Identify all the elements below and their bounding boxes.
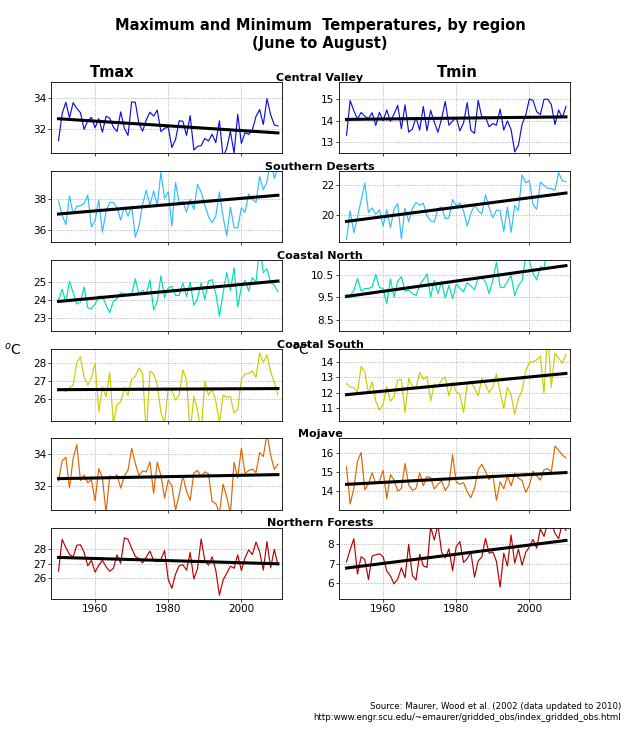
Text: Coastal North: Coastal North bbox=[277, 251, 363, 261]
Text: $^o$C: $^o$C bbox=[4, 342, 22, 358]
Text: Tmin: Tmin bbox=[437, 66, 478, 80]
Text: Southern Deserts: Southern Deserts bbox=[265, 162, 375, 172]
Text: Mojave: Mojave bbox=[298, 429, 342, 440]
Text: Coastal South: Coastal South bbox=[276, 340, 364, 350]
Text: Maximum and Minimum  Temperatures, by region
(June to August): Maximum and Minimum Temperatures, by reg… bbox=[115, 18, 525, 50]
Text: Central Valley: Central Valley bbox=[276, 73, 364, 83]
Text: $^o$C: $^o$C bbox=[292, 342, 310, 358]
Text: Source: Maurer, Wood et al. (2002 (data updated to 2010)
http:www.engr.scu.edu/~: Source: Maurer, Wood et al. (2002 (data … bbox=[313, 702, 621, 722]
Text: Tmax: Tmax bbox=[90, 66, 134, 80]
Text: Northern Forests: Northern Forests bbox=[267, 518, 373, 529]
